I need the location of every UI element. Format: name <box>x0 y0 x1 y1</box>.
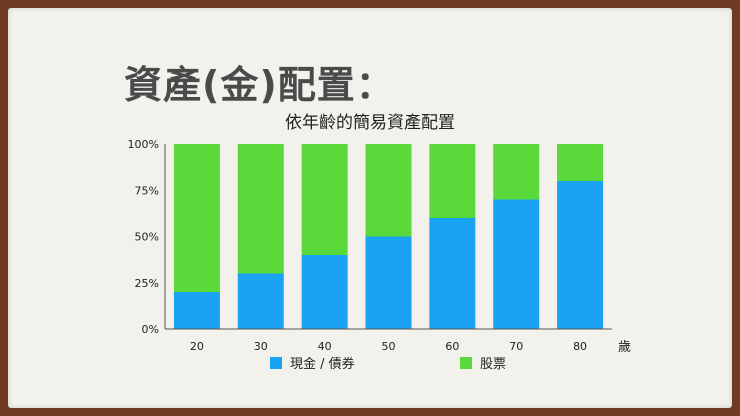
x-tick-label: 60 <box>445 340 459 353</box>
x-tick-label: 30 <box>254 340 268 353</box>
x-tick-label: 80 <box>573 340 587 353</box>
y-tick-label: 100% <box>128 138 159 151</box>
bar-cash-bonds-60 <box>429 218 476 329</box>
legend-label-stocks: 股票 <box>480 357 506 372</box>
bar-stocks-30 <box>237 144 284 274</box>
y-tick-label: 0% <box>142 323 159 336</box>
legend-swatch-cash-bonds <box>270 357 282 369</box>
bar-chart: 0% 25% 50% 75% 100% 20 30 40 50 60 70 80 歲現金 / 債券 股票 <box>128 138 631 372</box>
x-tick-label: 50 <box>382 340 396 353</box>
slide-title: 資產(金)配置： <box>124 63 395 107</box>
bar-cash-bonds-70 <box>493 199 540 329</box>
x-tick-label: 70 <box>509 340 523 353</box>
legend-swatch-stocks <box>460 357 472 369</box>
x-axis-unit-label: 歲 <box>618 340 631 355</box>
chart-title: 依年齡的簡易資產配置 <box>285 113 455 133</box>
y-tick-label: 75% <box>135 184 159 197</box>
bar-stocks-40 <box>301 144 348 255</box>
bar-cash-bonds-20 <box>173 292 220 329</box>
bar-cash-bonds-40 <box>301 255 348 329</box>
bar-cash-bonds-50 <box>365 236 412 329</box>
slide: 資產(金)配置： 依年齡的簡易資產配置 0% 25% 50% 75% 100% 20 30 4… <box>8 8 732 408</box>
bar-stocks-50 <box>365 144 412 237</box>
legend-label-cash-bonds: 現金 / 債券 <box>290 356 355 372</box>
x-tick-label: 20 <box>190 340 204 353</box>
bar-stocks-20 <box>173 144 220 292</box>
bar-stocks-70 <box>493 144 540 200</box>
y-tick-label: 25% <box>135 277 159 290</box>
bar-stocks-80 <box>557 144 604 181</box>
bar-cash-bonds-30 <box>237 273 284 329</box>
bar-stocks-60 <box>429 144 476 218</box>
y-tick-label: 50% <box>135 231 159 244</box>
x-tick-label: 40 <box>318 340 332 353</box>
bar-cash-bonds-80 <box>557 181 604 329</box>
